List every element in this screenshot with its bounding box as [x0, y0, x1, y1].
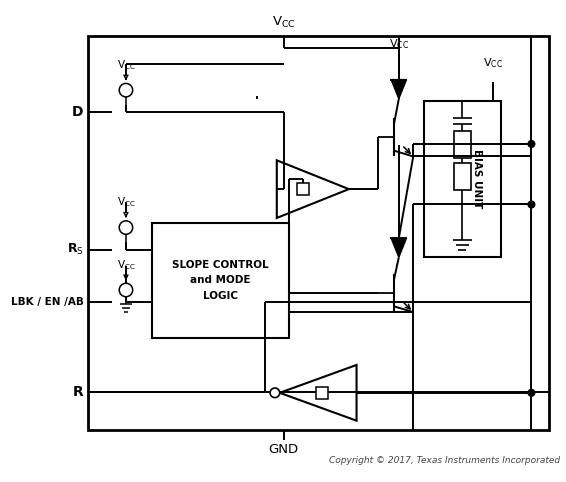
Bar [453, 163, 471, 190]
Text: V$_{\mathsf{CC}}$: V$_{\mathsf{CC}}$ [272, 15, 295, 30]
Text: LOGIC: LOGIC [203, 291, 238, 301]
Text: D: D [72, 105, 84, 119]
Text: and MODE: and MODE [190, 275, 251, 285]
Bar [152, 223, 289, 338]
Circle shape [528, 141, 535, 147]
Text: LBK / EN /AB: LBK / EN /AB [11, 297, 84, 308]
Text: SLOPE CONTROL: SLOPE CONTROL [172, 260, 269, 270]
Text: V$_{\mathsf{CC}}$: V$_{\mathsf{CC}}$ [117, 258, 135, 272]
Circle shape [270, 388, 280, 398]
Bar [297, 183, 308, 195]
Circle shape [119, 221, 132, 234]
Bar [316, 387, 328, 399]
Circle shape [528, 389, 535, 396]
Text: R$_{\mathsf{S}}$: R$_{\mathsf{S}}$ [67, 242, 84, 257]
Bar [424, 101, 501, 257]
Circle shape [119, 83, 132, 97]
Text: BIAS UNIT: BIAS UNIT [471, 149, 482, 209]
Bar [453, 132, 471, 159]
Text: Copyright © 2017, Texas Instruments Incorporated: Copyright © 2017, Texas Instruments Inco… [329, 456, 560, 465]
Text: R: R [73, 385, 84, 399]
Text: V$_{\mathsf{CC}}$: V$_{\mathsf{CC}}$ [117, 58, 135, 72]
Circle shape [528, 201, 535, 208]
Text: GND: GND [268, 443, 299, 456]
Circle shape [119, 283, 132, 297]
Text: V$_{\mathsf{CC}}$: V$_{\mathsf{CC}}$ [483, 56, 503, 70]
Polygon shape [391, 80, 406, 99]
Text: V$_{\mathsf{CC}}$: V$_{\mathsf{CC}}$ [117, 196, 135, 209]
Text: V$_{\mathsf{CC}}$: V$_{\mathsf{CC}}$ [389, 37, 409, 51]
Polygon shape [391, 238, 406, 257]
Bar [88, 36, 548, 430]
